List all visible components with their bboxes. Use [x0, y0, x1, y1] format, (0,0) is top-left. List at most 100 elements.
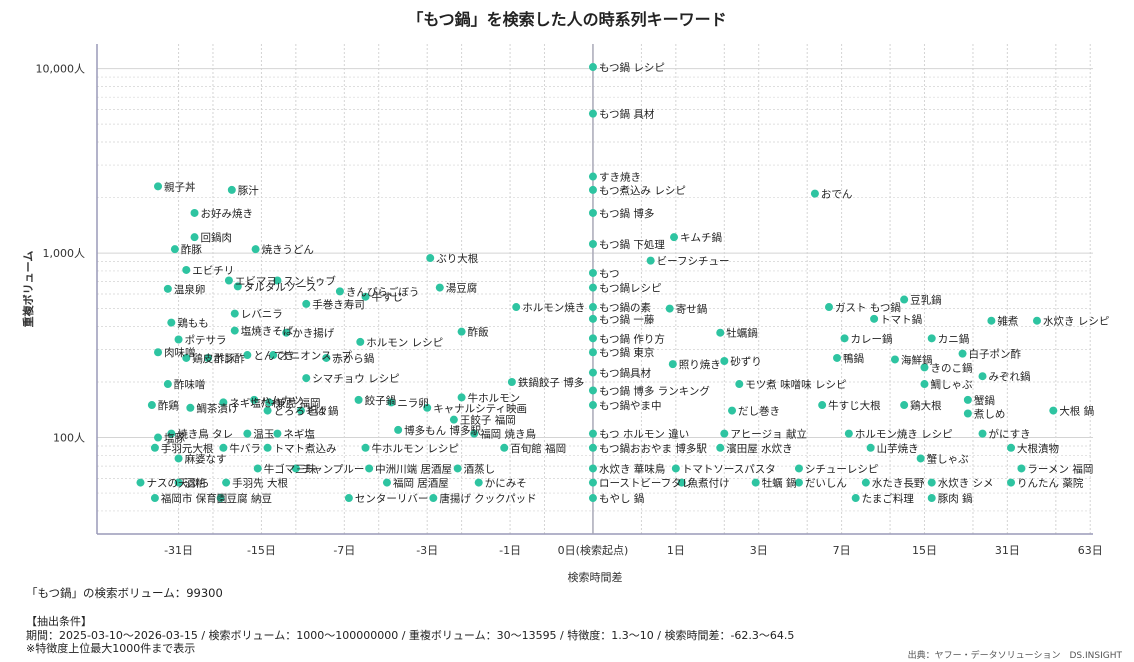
data-point[interactable] [720, 429, 729, 438]
data-point[interactable] [588, 348, 597, 357]
data-point[interactable] [435, 283, 444, 292]
data-point[interactable] [423, 403, 432, 412]
data-point[interactable] [728, 406, 737, 415]
data-point[interactable] [920, 363, 929, 372]
data-point[interactable] [927, 494, 936, 503]
data-point[interactable] [282, 328, 291, 337]
data-point[interactable] [163, 284, 172, 293]
data-point[interactable] [1032, 316, 1041, 325]
data-point[interactable] [147, 401, 156, 410]
data-point[interactable] [263, 406, 272, 415]
data-point[interactable] [588, 401, 597, 410]
data-point[interactable] [927, 334, 936, 343]
data-point[interactable] [1017, 464, 1026, 473]
data-point[interactable] [361, 292, 370, 301]
data-point[interactable] [588, 172, 597, 181]
data-point[interactable] [382, 478, 391, 487]
data-point[interactable] [963, 409, 972, 418]
data-point[interactable] [794, 478, 803, 487]
data-point[interactable] [716, 328, 725, 337]
data-point[interactable] [870, 314, 879, 323]
data-point[interactable] [588, 185, 597, 194]
data-point[interactable] [963, 395, 972, 404]
data-point[interactable] [588, 63, 597, 72]
data-point[interactable] [810, 189, 819, 198]
data-point[interactable] [219, 398, 228, 407]
data-point[interactable] [958, 349, 967, 358]
data-point[interactable] [243, 351, 252, 360]
data-point[interactable] [394, 425, 403, 434]
data-point[interactable] [588, 239, 597, 248]
data-point[interactable] [588, 208, 597, 217]
data-point[interactable] [219, 443, 228, 452]
data-point[interactable] [150, 494, 159, 503]
data-point[interactable] [588, 109, 597, 118]
data-point[interactable] [720, 356, 729, 365]
data-point[interactable] [230, 326, 239, 335]
data-point[interactable] [665, 304, 674, 313]
data-point[interactable] [588, 478, 597, 487]
data-point[interactable] [646, 256, 655, 265]
data-point[interactable] [167, 429, 176, 438]
data-point[interactable] [302, 299, 311, 308]
data-point[interactable] [457, 393, 466, 402]
data-point[interactable] [588, 303, 597, 312]
data-point[interactable] [851, 494, 860, 503]
data-point[interactable] [840, 334, 849, 343]
data-point[interactable] [233, 282, 242, 291]
data-point[interactable] [224, 276, 233, 285]
data-point[interactable] [273, 429, 282, 438]
data-point[interactable] [588, 334, 597, 343]
data-point[interactable] [167, 318, 176, 327]
data-point[interactable] [227, 185, 236, 194]
data-point[interactable] [588, 268, 597, 277]
data-point[interactable] [154, 348, 163, 357]
data-point[interactable] [182, 265, 191, 274]
data-point[interactable] [916, 454, 925, 463]
data-point[interactable] [291, 464, 300, 473]
data-point[interactable] [927, 478, 936, 487]
data-point[interactable] [978, 372, 987, 381]
data-point[interactable] [273, 276, 282, 285]
data-point[interactable] [457, 327, 466, 336]
data-point[interactable] [588, 283, 597, 292]
data-point[interactable] [243, 429, 252, 438]
data-point[interactable] [190, 233, 199, 242]
data-point[interactable] [263, 443, 272, 452]
data-point[interactable] [154, 182, 163, 191]
data-point[interactable] [588, 429, 597, 438]
data-point[interactable] [588, 464, 597, 473]
data-point[interactable] [170, 245, 179, 254]
data-point[interactable] [426, 254, 435, 263]
data-point[interactable] [429, 494, 438, 503]
data-point[interactable] [987, 316, 996, 325]
data-point[interactable] [588, 443, 597, 452]
data-point[interactable] [150, 443, 159, 452]
data-point[interactable] [677, 478, 686, 487]
data-point[interactable] [163, 380, 172, 389]
data-point[interactable] [154, 433, 163, 442]
data-point[interactable] [190, 208, 199, 217]
data-point[interactable] [322, 353, 331, 362]
data-point[interactable] [250, 395, 259, 404]
data-point[interactable] [900, 401, 909, 410]
data-point[interactable] [269, 351, 278, 360]
data-point[interactable] [1007, 443, 1016, 452]
data-point[interactable] [216, 494, 225, 503]
data-point[interactable] [474, 478, 483, 487]
data-point[interactable] [354, 395, 363, 404]
data-point[interactable] [387, 398, 396, 407]
data-point[interactable] [365, 464, 374, 473]
data-point[interactable] [588, 386, 597, 395]
data-point[interactable] [588, 368, 597, 377]
data-point[interactable] [174, 478, 183, 487]
data-point[interactable] [824, 303, 833, 312]
data-point[interactable] [204, 353, 213, 362]
data-point[interactable] [588, 314, 597, 323]
data-point[interactable] [136, 478, 145, 487]
data-point[interactable] [890, 355, 899, 364]
data-point[interactable] [900, 295, 909, 304]
data-point[interactable] [1007, 478, 1016, 487]
data-point[interactable] [174, 335, 183, 344]
data-point[interactable] [500, 443, 509, 452]
